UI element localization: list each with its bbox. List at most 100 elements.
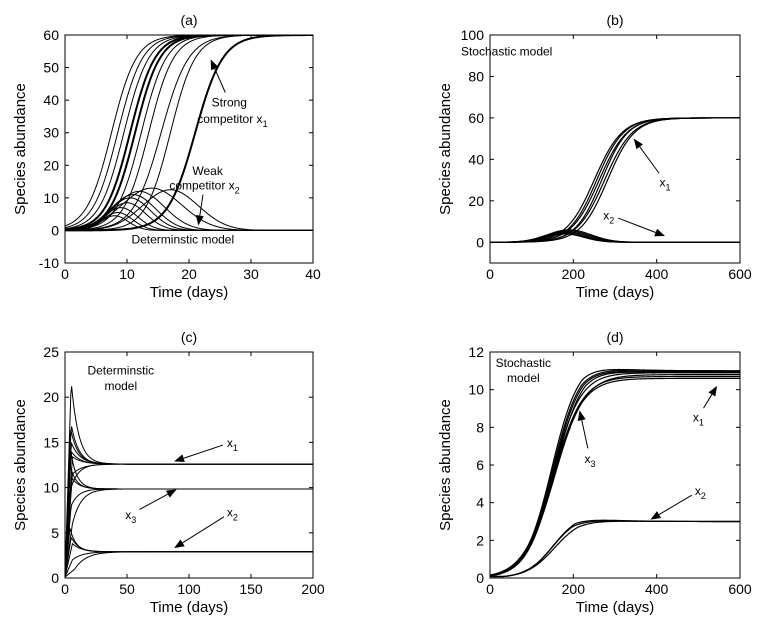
y-tick-label: 60: [468, 110, 484, 126]
annotation-label: Stochastic model: [461, 45, 552, 59]
x-tick-label: 600: [728, 266, 752, 282]
series-x1-line-5: [65, 450, 313, 578]
y-tick-label: 8: [476, 419, 484, 435]
x-tick-label: 400: [645, 581, 669, 597]
y-tick-label: 20: [468, 193, 484, 209]
annotation-arrowhead: [195, 215, 204, 226]
x-tick-label: 20: [181, 266, 197, 282]
annotation-arrow: [703, 394, 713, 409]
annotation-arrow: [639, 146, 660, 174]
series-x2-line-11: [490, 229, 740, 243]
annotation-label: x2: [695, 484, 706, 501]
y-tick-label: 40: [468, 151, 484, 167]
annotation-arrow: [617, 217, 656, 233]
annotation-arrowhead: [174, 454, 185, 463]
y-tick-label: 0: [476, 570, 484, 586]
panel-title: (a): [180, 12, 197, 28]
annotation-label: competitor x1: [197, 112, 267, 129]
series-x1-line-10: [65, 35, 313, 232]
series-x1-line-6: [490, 117, 740, 243]
x-tick-label: 0: [61, 266, 69, 282]
series-x1-line-7: [65, 463, 313, 578]
annotation-arrowhead: [654, 228, 665, 237]
x-tick-label: 150: [239, 581, 263, 597]
series-x3-line-12: [65, 488, 313, 578]
annotation-arrowhead: [174, 539, 185, 549]
y-axis-label: Species abundance: [437, 399, 454, 531]
x-tick-label: 0: [486, 581, 494, 597]
y-tick-label: 100: [461, 27, 485, 43]
y-tick-label: 10: [468, 382, 484, 398]
series-x2-line-11: [490, 520, 740, 578]
annotation-label: x3: [584, 452, 595, 469]
y-tick-label: -10: [39, 255, 59, 271]
annotation-label: x1: [227, 436, 238, 453]
series-x3-line-1: [490, 369, 740, 577]
annotation-arrowhead: [650, 511, 662, 520]
x-tick-label: 10: [119, 266, 135, 282]
series-group: [490, 368, 740, 578]
series-x2-line-19: [65, 189, 313, 231]
series-x2-line-18: [65, 187, 313, 231]
annotation-label: x1: [659, 175, 670, 192]
x-tick-label: 50: [119, 581, 135, 597]
annotation-label: model: [507, 371, 540, 385]
series-group: [65, 35, 313, 232]
annotation-arrowhead: [577, 410, 586, 422]
series-x3-line-13: [65, 488, 313, 578]
y-axis-label: Species abundance: [12, 83, 29, 215]
x-tick-label: 600: [728, 581, 752, 597]
y-tick-label: 40: [43, 92, 59, 108]
x-axis-label: Time (days): [150, 284, 229, 301]
x-tick-label: 40: [305, 266, 321, 282]
plot-frame: [489, 351, 741, 579]
x-axis-label: Time (days): [150, 599, 229, 616]
x-tick-label: 0: [486, 266, 494, 282]
y-tick-label: 2: [476, 532, 484, 548]
annotation-label: x1: [693, 411, 704, 428]
series-x1-line-8: [490, 372, 740, 577]
series-x1-line-7: [490, 374, 740, 576]
y-tick-label: 60: [43, 27, 59, 43]
y-tick-label: 10: [43, 190, 59, 206]
series-group: [490, 117, 740, 243]
series-x1-line-4: [490, 117, 740, 243]
x-axis-label: Time (days): [576, 599, 655, 616]
y-tick-label: 50: [43, 60, 59, 76]
series-x3-line-11: [65, 476, 313, 578]
plot-frame: [489, 34, 741, 264]
series-x1-line-5: [490, 377, 740, 576]
y-tick-label: 12: [468, 344, 484, 360]
y-tick-label: 0: [51, 570, 59, 586]
x-tick-label: 0: [61, 581, 69, 597]
y-tick-label: 10: [43, 480, 59, 496]
series-x1-line-6: [65, 455, 313, 578]
x-axis-label: Time (days): [576, 284, 655, 301]
annotation-label: competitor x2: [169, 179, 239, 196]
panel-3: 0 50 100 150 200 0 5 10 15 20 25 (c) Time (days) Spec…: [12, 329, 325, 616]
panel-2: 0 200 400 600 0 20 40 60 80 100 (b) Time (days) Spec…: [437, 12, 752, 301]
y-tick-label: 0: [51, 222, 59, 238]
series-x2-line-16: [65, 542, 313, 578]
series-x1-line-2: [490, 117, 740, 243]
annotation-arrow: [183, 444, 224, 459]
series-x1-line-4: [65, 35, 313, 231]
series-x1-line-3: [490, 117, 740, 243]
annotation-arrow: [139, 493, 169, 510]
series-x1-line-2: [65, 35, 313, 229]
series-x1-line-5: [490, 117, 740, 243]
annotation-arrowhead: [210, 59, 219, 71]
x-tick-label: 100: [177, 581, 201, 597]
annotation-label: x2: [603, 208, 614, 225]
series-x2-line-18: [65, 551, 313, 578]
annotation-arrow: [214, 68, 226, 93]
y-tick-label: 4: [476, 495, 484, 511]
annotation-arrowhead: [708, 385, 718, 397]
panel-4: 0 200 400 600 0 2 4 6 8 10 12 (d) Time (days) Species…: [437, 329, 752, 616]
annotation-label: Determinstic model: [131, 232, 234, 246]
series-group: [65, 386, 313, 578]
annotation-label: x3: [125, 508, 136, 525]
y-tick-label: 20: [43, 389, 59, 405]
